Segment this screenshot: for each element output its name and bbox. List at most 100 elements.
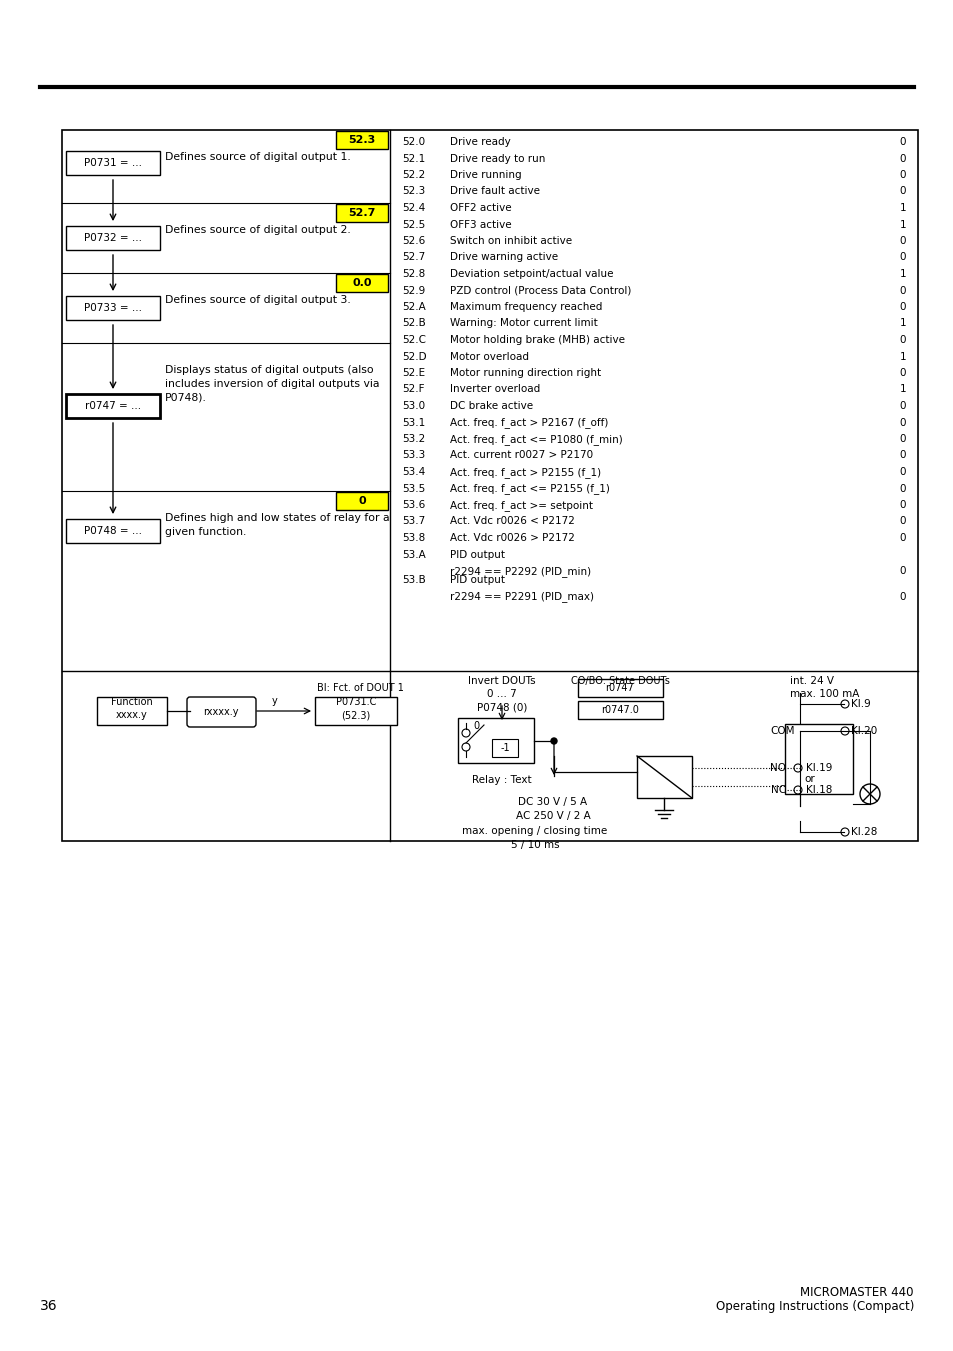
Text: Drive ready: Drive ready xyxy=(450,136,510,147)
Text: r2294 == P2292 (PID_min): r2294 == P2292 (PID_min) xyxy=(450,566,591,577)
Text: Drive fault active: Drive fault active xyxy=(450,186,539,196)
Text: 0: 0 xyxy=(899,534,905,543)
Text: BI: Fct. of DOUT 1: BI: Fct. of DOUT 1 xyxy=(316,684,403,693)
Text: 0: 0 xyxy=(899,467,905,477)
Text: Motor holding brake (MHB) active: Motor holding brake (MHB) active xyxy=(450,335,624,345)
Text: Drive warning active: Drive warning active xyxy=(450,253,558,262)
Text: DC brake active: DC brake active xyxy=(450,401,533,411)
Bar xyxy=(784,724,852,794)
Text: PID output: PID output xyxy=(450,576,504,585)
Text: 53.8: 53.8 xyxy=(401,534,425,543)
Text: 0: 0 xyxy=(899,566,905,576)
Text: Act. current r0027 > P2170: Act. current r0027 > P2170 xyxy=(450,450,593,461)
Text: r0747: r0747 xyxy=(605,684,634,693)
Text: Function: Function xyxy=(111,697,152,707)
Text: Motor running direction right: Motor running direction right xyxy=(450,367,600,378)
Text: Act. Vdc r0026 < P2172: Act. Vdc r0026 < P2172 xyxy=(450,516,575,527)
Text: 0: 0 xyxy=(899,367,905,378)
Text: 53.7: 53.7 xyxy=(401,516,425,527)
Text: 1: 1 xyxy=(899,319,905,328)
Bar xyxy=(578,680,662,697)
Text: 0: 0 xyxy=(899,170,905,180)
Text: Act. freq. f_act >= setpoint: Act. freq. f_act >= setpoint xyxy=(450,500,593,511)
Text: KI.18: KI.18 xyxy=(805,785,832,794)
Text: 52.2: 52.2 xyxy=(401,170,425,180)
Text: r0747.0: r0747.0 xyxy=(600,705,639,715)
Bar xyxy=(335,274,388,292)
Text: 0: 0 xyxy=(899,186,905,196)
Text: -1: -1 xyxy=(499,743,509,753)
Text: Motor overload: Motor overload xyxy=(450,351,529,362)
Text: 0: 0 xyxy=(899,285,905,296)
Text: P0731.C: P0731.C xyxy=(335,697,375,707)
Bar xyxy=(66,226,160,250)
Text: max. 100 mA: max. 100 mA xyxy=(789,689,859,698)
Text: 0: 0 xyxy=(899,335,905,345)
Text: 0: 0 xyxy=(899,500,905,509)
Text: 52.0: 52.0 xyxy=(401,136,425,147)
Text: P0748 (0): P0748 (0) xyxy=(476,703,527,712)
Text: 0: 0 xyxy=(899,417,905,427)
Text: Warning: Motor current limit: Warning: Motor current limit xyxy=(450,319,598,328)
Text: P0732 = ...: P0732 = ... xyxy=(84,232,142,243)
Text: 1: 1 xyxy=(899,269,905,280)
Text: 52.6: 52.6 xyxy=(401,236,425,246)
Text: 52.4: 52.4 xyxy=(401,203,425,213)
Text: 52.F: 52.F xyxy=(401,385,424,394)
Text: Defines source of digital output 1.: Defines source of digital output 1. xyxy=(165,153,351,162)
Bar xyxy=(66,151,160,176)
Text: 53.5: 53.5 xyxy=(401,484,425,493)
Text: P0731 = ...: P0731 = ... xyxy=(84,158,142,168)
Text: 1: 1 xyxy=(899,385,905,394)
Text: Inverter overload: Inverter overload xyxy=(450,385,539,394)
Text: P0748 = ...: P0748 = ... xyxy=(84,526,142,536)
Text: 0: 0 xyxy=(357,496,365,507)
Text: Operating Instructions (Compact): Operating Instructions (Compact) xyxy=(715,1300,913,1313)
Bar xyxy=(578,701,662,719)
Text: y: y xyxy=(272,696,277,707)
Text: MICROMASTER 440: MICROMASTER 440 xyxy=(800,1286,913,1300)
Bar xyxy=(66,394,160,417)
Text: Drive running: Drive running xyxy=(450,170,521,180)
Text: 53.0: 53.0 xyxy=(401,401,425,411)
Text: 0 ... 7: 0 ... 7 xyxy=(487,689,517,698)
Text: COM: COM xyxy=(769,725,794,736)
Text: OFF3 active: OFF3 active xyxy=(450,219,511,230)
Text: AC 250 V / 2 A: AC 250 V / 2 A xyxy=(515,811,590,821)
Text: KI.20: KI.20 xyxy=(850,725,877,736)
Text: 52.5: 52.5 xyxy=(401,219,425,230)
Text: Relay : Text: Relay : Text xyxy=(472,775,531,785)
Text: 52.7: 52.7 xyxy=(348,208,375,218)
Text: or: or xyxy=(803,774,815,784)
Text: Defines high and low states of relay for a
given function.: Defines high and low states of relay for… xyxy=(165,513,389,536)
Bar xyxy=(335,492,388,509)
Text: NO: NO xyxy=(769,763,785,773)
Text: 0: 0 xyxy=(899,154,905,163)
Text: PID output: PID output xyxy=(450,550,504,559)
Text: 0: 0 xyxy=(899,450,905,461)
Text: 1: 1 xyxy=(899,351,905,362)
Text: 53.3: 53.3 xyxy=(401,450,425,461)
Text: Act. freq. f_act <= P2155 (f_1): Act. freq. f_act <= P2155 (f_1) xyxy=(450,484,609,494)
Text: 52.3: 52.3 xyxy=(401,186,425,196)
Text: 36: 36 xyxy=(40,1300,57,1313)
Text: (52.3): (52.3) xyxy=(341,711,370,720)
Text: 0: 0 xyxy=(899,303,905,312)
Bar xyxy=(97,697,167,725)
Bar xyxy=(66,296,160,320)
Text: Displays status of digital outputs (also
includes inversion of digital outputs v: Displays status of digital outputs (also… xyxy=(165,365,379,403)
Text: 52.7: 52.7 xyxy=(401,253,425,262)
Text: Defines source of digital output 2.: Defines source of digital output 2. xyxy=(165,226,351,235)
Text: 53.4: 53.4 xyxy=(401,467,425,477)
Bar xyxy=(335,131,388,149)
Text: r2294 == P2291 (PID_max): r2294 == P2291 (PID_max) xyxy=(450,592,594,603)
Text: Act. freq. f_act <= P1080 (f_min): Act. freq. f_act <= P1080 (f_min) xyxy=(450,434,622,444)
Text: 0.0: 0.0 xyxy=(352,278,372,288)
Text: 52.B: 52.B xyxy=(401,319,425,328)
Text: Drive ready to run: Drive ready to run xyxy=(450,154,545,163)
Text: 0: 0 xyxy=(899,484,905,493)
Text: Invert DOUTs: Invert DOUTs xyxy=(468,676,536,686)
Text: 0: 0 xyxy=(899,253,905,262)
Text: 53.B: 53.B xyxy=(401,576,425,585)
Text: OFF2 active: OFF2 active xyxy=(450,203,511,213)
